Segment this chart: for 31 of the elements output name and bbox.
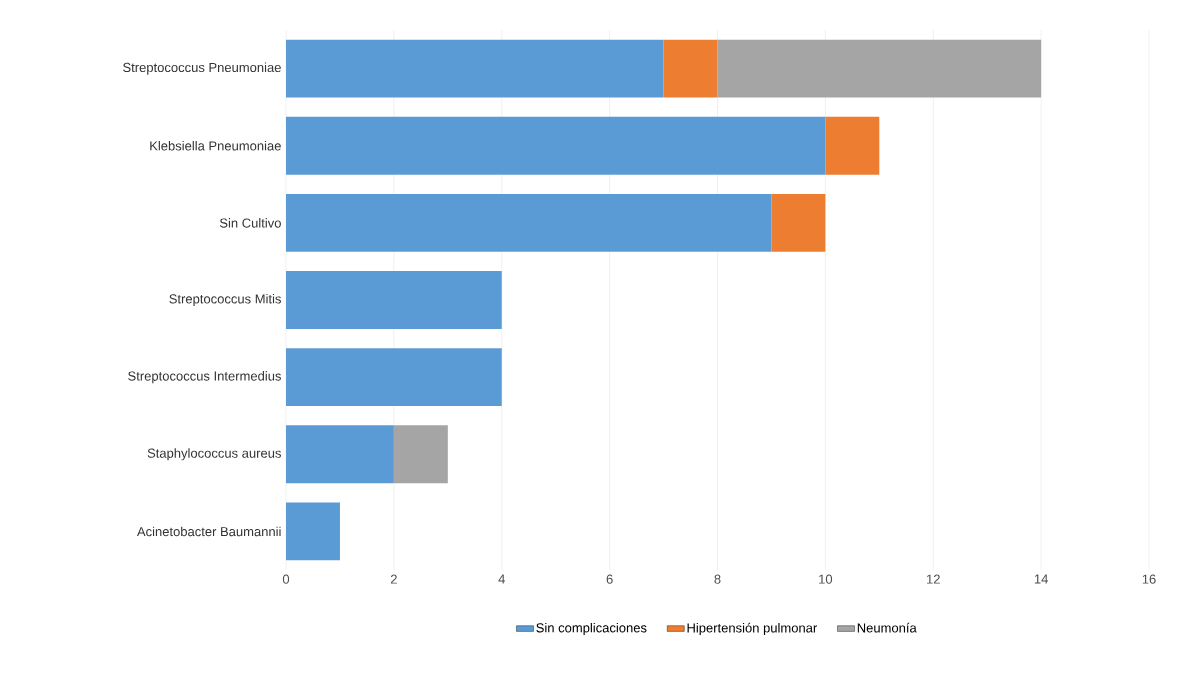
bar bbox=[286, 116, 826, 175]
bar bbox=[717, 39, 1042, 98]
x-tick-label: 16 bbox=[1142, 574, 1156, 584]
x-tick-label: 10 bbox=[819, 574, 833, 584]
bar bbox=[286, 193, 772, 252]
y-tick-label: Streptococcus Mitis bbox=[169, 293, 281, 307]
legend-label: Sin complicaciones bbox=[536, 622, 647, 635]
y-tick-label: Streptococcus Pneumoniae bbox=[123, 62, 281, 75]
bar bbox=[663, 39, 718, 98]
bar bbox=[286, 271, 502, 329]
bar bbox=[286, 502, 340, 561]
x-tick-label: 6 bbox=[606, 574, 613, 584]
x-tick-label: 0 bbox=[282, 574, 290, 584]
x-tick-label: 4 bbox=[498, 574, 505, 584]
y-tick-label: Acinetobacter Baumannii bbox=[136, 526, 281, 537]
legend-label: Neumonía bbox=[857, 622, 917, 633]
y-tick-label: Streptococcus Intermedius bbox=[128, 371, 281, 384]
bar bbox=[393, 425, 448, 484]
x-tick-label: 8 bbox=[714, 574, 721, 584]
x-tick-label: 14 bbox=[1034, 574, 1048, 584]
bar bbox=[286, 425, 394, 484]
bar bbox=[825, 116, 880, 175]
bar bbox=[286, 348, 502, 407]
y-tick-label: Sin Cultivo bbox=[219, 218, 281, 228]
y-tick-label: Staphylococcus aureus bbox=[147, 448, 281, 461]
y-tick-label: Klebsiella Pneumoniae bbox=[150, 140, 281, 151]
bar bbox=[771, 193, 826, 252]
legend-label: Hipertensión pulmonar bbox=[687, 622, 818, 636]
x-tick-label: 2 bbox=[390, 574, 397, 584]
x-tick-label: 12 bbox=[927, 574, 940, 584]
bar bbox=[286, 39, 664, 98]
